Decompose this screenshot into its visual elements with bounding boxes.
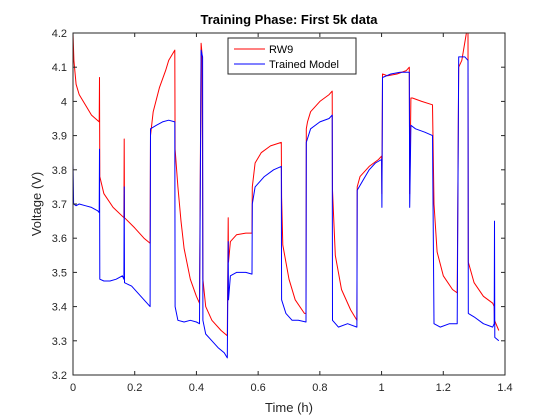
y-axis: 3.2 3.3 3.4 3.5 3.6 3.7 3.8 3.9 4 4.1 4.2 <box>52 28 505 382</box>
y-tick-label: 4.2 <box>52 28 67 40</box>
x-tick-label: 0.6 <box>250 382 265 394</box>
y-tick-label: 3.6 <box>52 233 67 245</box>
y-tick-label: 3.7 <box>52 199 67 211</box>
plot-area <box>73 33 505 375</box>
x-tick-label: 0 <box>70 382 76 394</box>
y-tick-label: 3.5 <box>52 267 67 279</box>
x-axis: 0 0.2 0.4 0.6 0.8 1 1.2 1.4 <box>70 33 513 394</box>
chart-title: Training Phase: First 5k data <box>201 12 379 27</box>
x-axis-label: Time (h) <box>265 400 313 415</box>
y-tick-label: 3.2 <box>52 370 67 382</box>
legend-label: RW9 <box>269 44 293 56</box>
x-tick-label: 0.4 <box>189 382 204 394</box>
y-tick-label: 3.9 <box>52 131 67 143</box>
y-tick-label: 4.1 <box>52 62 67 74</box>
y-axis-label: Voltage (V) <box>29 172 44 236</box>
legend-label: Trained Model <box>269 59 339 71</box>
y-tick-label: 3.4 <box>52 302 67 314</box>
series-line-trained-model <box>72 49 500 359</box>
legend: RW9 Trained Model <box>227 37 357 75</box>
x-tick-label: 0.2 <box>127 382 142 394</box>
y-tick-label: 3.8 <box>52 165 67 177</box>
series-group <box>72 32 500 359</box>
y-tick-label: 4 <box>61 96 67 108</box>
x-tick-label: 0.8 <box>312 382 327 394</box>
x-tick-label: 1.4 <box>497 382 512 394</box>
y-tick-label: 3.3 <box>52 336 67 348</box>
legend-box <box>227 37 357 75</box>
x-tick-label: 1 <box>379 382 385 394</box>
x-tick-label: 1.2 <box>436 382 451 394</box>
